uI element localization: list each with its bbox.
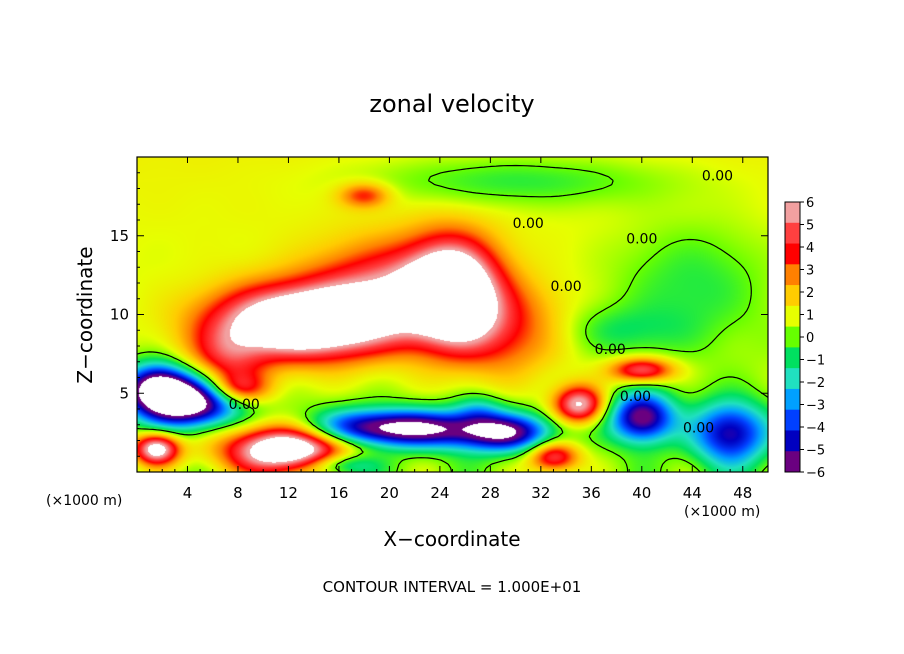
zero-contours xyxy=(136,164,769,473)
colorbar: 6 5 4 3 2 1 0 −1 −2 −3 −4 −5 −6 xyxy=(784,196,825,481)
x-tick-label: 36 xyxy=(582,484,601,502)
contour-label: 0.00 xyxy=(595,342,626,358)
colorbar-segment xyxy=(785,264,800,286)
colorbar-tick-label: −3 xyxy=(806,399,825,414)
colorbar-tick-label: −2 xyxy=(806,376,825,391)
x-tick-label: 40 xyxy=(632,484,651,502)
colorbar-tick-label: 1 xyxy=(806,309,814,324)
colorbar-tick-label: 0 xyxy=(806,331,814,346)
colorbar-segment xyxy=(785,388,800,411)
x-tick-label: 48 xyxy=(733,484,752,502)
colorbar-segment xyxy=(785,347,800,369)
colorbar-segment xyxy=(785,305,800,328)
colorbar-segment xyxy=(785,326,800,348)
colorbar-segment xyxy=(785,430,800,452)
contour-interval-note: CONTOUR INTERVAL = 1.000E+01 xyxy=(323,578,582,596)
x-tick-label: 20 xyxy=(380,484,399,502)
contour-label: 0.00 xyxy=(620,389,651,405)
colorbar-tick-label: −6 xyxy=(806,466,825,481)
colorbar-segment xyxy=(785,451,800,473)
colorbar-tick-label: 3 xyxy=(806,264,814,279)
colorbar-tick-label: −5 xyxy=(806,444,825,459)
y-tick-label: 15 xyxy=(110,227,129,245)
colorbar-segment xyxy=(785,409,800,431)
contour-labels: 0.00 0.00 0.00 0.00 0.00 0.00 0.00 0.00 xyxy=(229,169,733,437)
y-tick-label: 5 xyxy=(119,384,129,402)
x-tick-label: 32 xyxy=(531,484,550,502)
colorbar-tick-label: 6 xyxy=(806,196,814,211)
heatmap-field xyxy=(137,157,768,472)
y-axis-ticks: 5 10 15 xyxy=(110,172,768,457)
colorbar-segment xyxy=(785,285,800,307)
x-tick-label: 28 xyxy=(481,484,500,502)
y-axis-label: Z−coordinate xyxy=(73,246,97,383)
x-unit-label-left: (×1000 m) xyxy=(46,493,122,509)
colorbar-segment xyxy=(785,222,800,245)
colorbar-tick-label: 4 xyxy=(806,241,814,256)
y-tick-label: 10 xyxy=(110,306,129,324)
x-tick-label: 16 xyxy=(329,484,348,502)
contour-label: 0.00 xyxy=(702,169,733,185)
chart-title: zonal velocity xyxy=(369,90,534,118)
x-axis-label: X−coordinate xyxy=(383,527,520,551)
contour-label: 0.00 xyxy=(229,397,260,413)
x-tick-label: 24 xyxy=(430,484,449,502)
colorbar-segment xyxy=(785,202,800,224)
colorbar-tick-label: −1 xyxy=(806,354,825,369)
plot-area: 0.000.000.000.000.000.000.000.00 4 8 12 16 2… xyxy=(110,156,769,502)
colorbar-tick-label: 2 xyxy=(806,286,814,301)
x-tick-label: 4 xyxy=(183,484,193,502)
x-tick-label: 8 xyxy=(233,484,243,502)
x-unit-label-right: (×1000 m) xyxy=(684,504,760,520)
contour-label: 0.00 xyxy=(550,279,581,295)
contour-label: 0.00 xyxy=(513,216,544,232)
x-tick-label: 12 xyxy=(279,484,298,502)
colorbar-segment xyxy=(785,368,800,390)
zero-contour-line xyxy=(136,164,769,473)
colorbar-tick-label: 5 xyxy=(806,219,814,234)
x-tick-label: 44 xyxy=(683,484,702,502)
contour-label: 0.00 xyxy=(683,421,714,437)
x-axis-ticks: 4 8 12 16 20 24 28 32 36 40 44 48 xyxy=(149,157,756,502)
colorbar-tick-label: −4 xyxy=(806,421,825,436)
contour-label: 0.00 xyxy=(626,232,657,248)
colorbar-segment xyxy=(785,243,800,265)
